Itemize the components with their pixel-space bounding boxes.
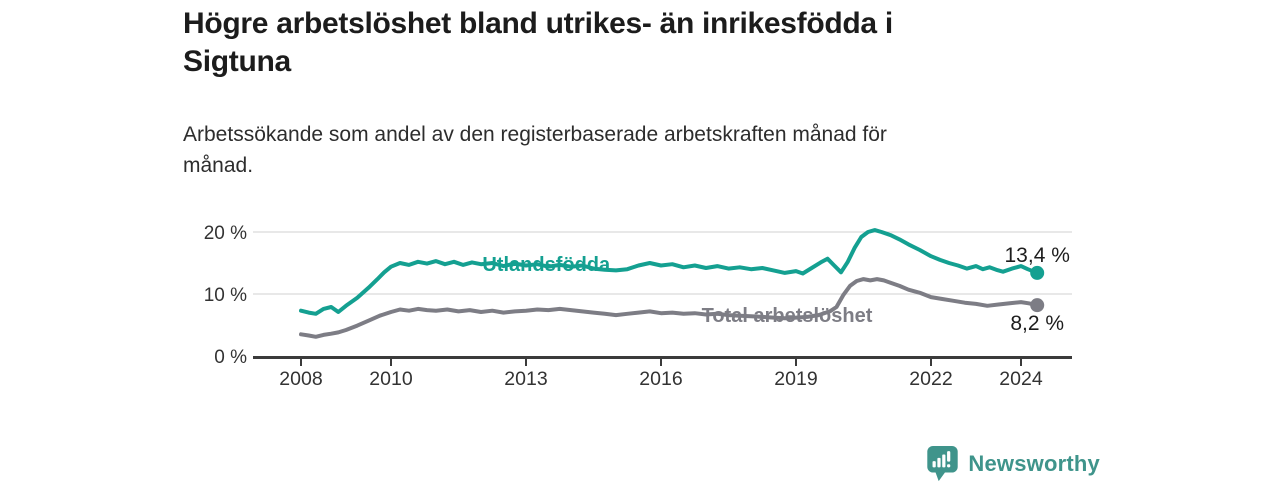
end-dot-total-arbetsloshet — [1030, 298, 1045, 313]
newsworthy-logo: Newsworthy — [926, 445, 1100, 482]
brand-name: Newsworthy — [968, 451, 1100, 476]
series-line-utlandsfodda — [299, 228, 1040, 316]
end-value-label-total-arbetsloshet: 8,2 % — [1010, 312, 1064, 335]
y-tick-label-0: 0 % — [214, 347, 247, 368]
page-title: Högre arbetslöshet bland utrikes- än inr… — [183, 5, 1093, 81]
y-tick-label-10: 10 % — [204, 285, 247, 306]
series-line-total-arbetsloshet — [299, 277, 1040, 339]
title-line-2: Sigtuna — [183, 45, 291, 78]
y-tick-label-20: 20 % — [204, 223, 247, 244]
chart-subtitle: Arbetssökande som andel av den registerb… — [183, 119, 1063, 181]
end-dot-utlandsfodda — [1030, 265, 1045, 280]
x-tick-label-2022: 2022 — [909, 368, 952, 390]
subtitle-line-2: månad. — [183, 154, 254, 177]
title-line-1: Högre arbetslöshet bland utrikes- än inr… — [183, 7, 893, 40]
bar-chart-speech-bubble-icon — [927, 445, 959, 482]
x-tick-label-2019: 2019 — [774, 368, 817, 390]
subtitle-line-1: Arbetssökande som andel av den registerb… — [183, 123, 887, 146]
end-value-label-utlandsfodda: 13,4 % — [1005, 244, 1070, 267]
series-label-utlandsfodda: Utlandsfödda — [482, 254, 611, 276]
x-tick-label-2016: 2016 — [639, 368, 682, 390]
x-tick-label-2010: 2010 — [369, 368, 413, 390]
series-label-total-arbetsloshet: Total arbetslöshet — [702, 305, 873, 327]
x-tick-label-2024: 2024 — [999, 368, 1043, 390]
x-tick-label-2008: 2008 — [279, 368, 322, 390]
x-tick-label-2013: 2013 — [504, 368, 547, 390]
